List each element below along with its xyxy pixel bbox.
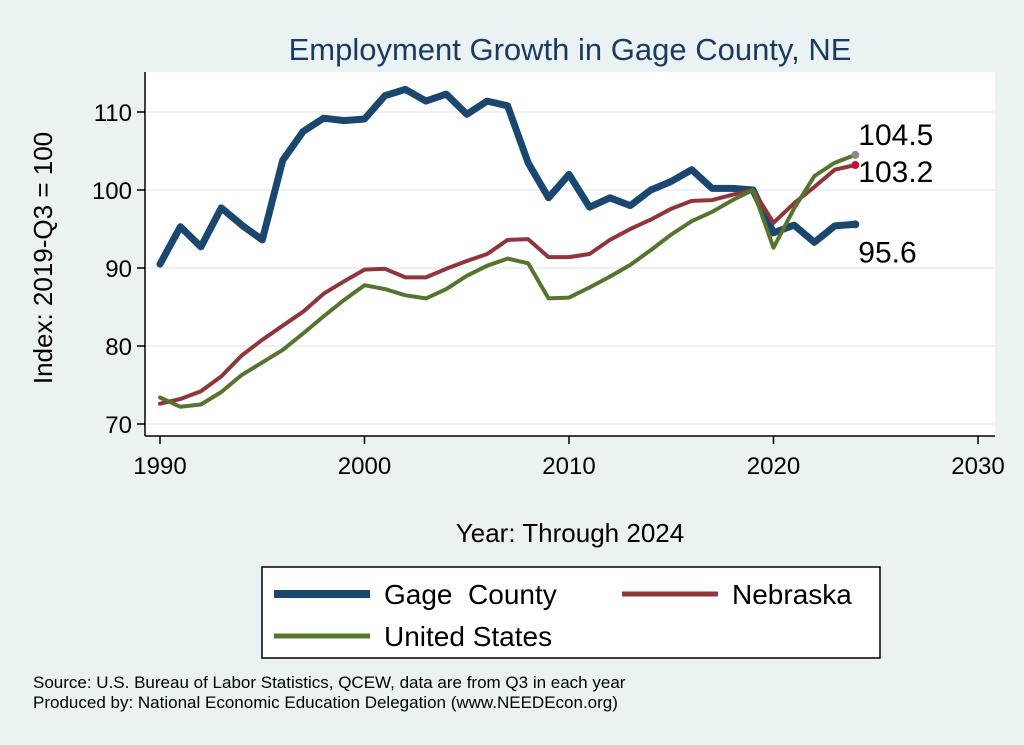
end-value-label: 95.6	[858, 236, 916, 269]
legend-label: Gage County	[384, 579, 557, 610]
gridlines	[145, 111, 995, 425]
series-lines	[156, 85, 859, 409]
end-value-label: 103.2	[858, 156, 933, 189]
chart-title: Employment Growth in Gage County, NE	[289, 32, 852, 67]
legend-box	[261, 566, 881, 659]
produced-by-note: Produced by: National Economic Education…	[33, 693, 618, 712]
legend-label: Nebraska	[732, 579, 852, 610]
end-dot	[851, 161, 860, 170]
plot-area	[145, 72, 995, 436]
x-tick-label: 2020	[747, 453, 800, 480]
y-axis-title: Index: 2019-Q3 = 100	[28, 132, 58, 384]
y-tick-label: 110	[94, 100, 132, 127]
y-tick-label: 80	[105, 334, 132, 361]
series-line-nebraska	[158, 163, 858, 406]
series-line-gage-county	[156, 85, 859, 268]
x-tick-label: 1990	[133, 453, 186, 480]
y-axis-ticks: 70 80 90 100 110	[92, 100, 145, 439]
axes	[144, 72, 995, 437]
y-tick-label: 90	[105, 256, 132, 283]
y-tick-label: 100	[92, 178, 132, 205]
end-dot	[851, 150, 860, 159]
series-line-united-states	[158, 152, 858, 409]
legend-label: United States	[384, 621, 552, 652]
x-tick-label: 2010	[542, 453, 595, 480]
x-axis-ticks: 1990 2000 2010 2020 2030	[133, 436, 1005, 480]
end-dot	[851, 220, 860, 229]
end-value-label: 104.5	[858, 119, 933, 152]
x-tick-label: 2000	[338, 453, 391, 480]
x-axis-title: Year: Through 2024	[456, 518, 684, 548]
end-labels: 95.6 103.2 104.5	[851, 119, 933, 269]
legend: Gage County Nebraska United States	[261, 566, 881, 659]
source-note: Source: U.S. Bureau of Labor Statistics,…	[33, 673, 626, 692]
x-tick-label: 2030	[951, 453, 1004, 480]
y-tick-label: 70	[105, 412, 132, 439]
